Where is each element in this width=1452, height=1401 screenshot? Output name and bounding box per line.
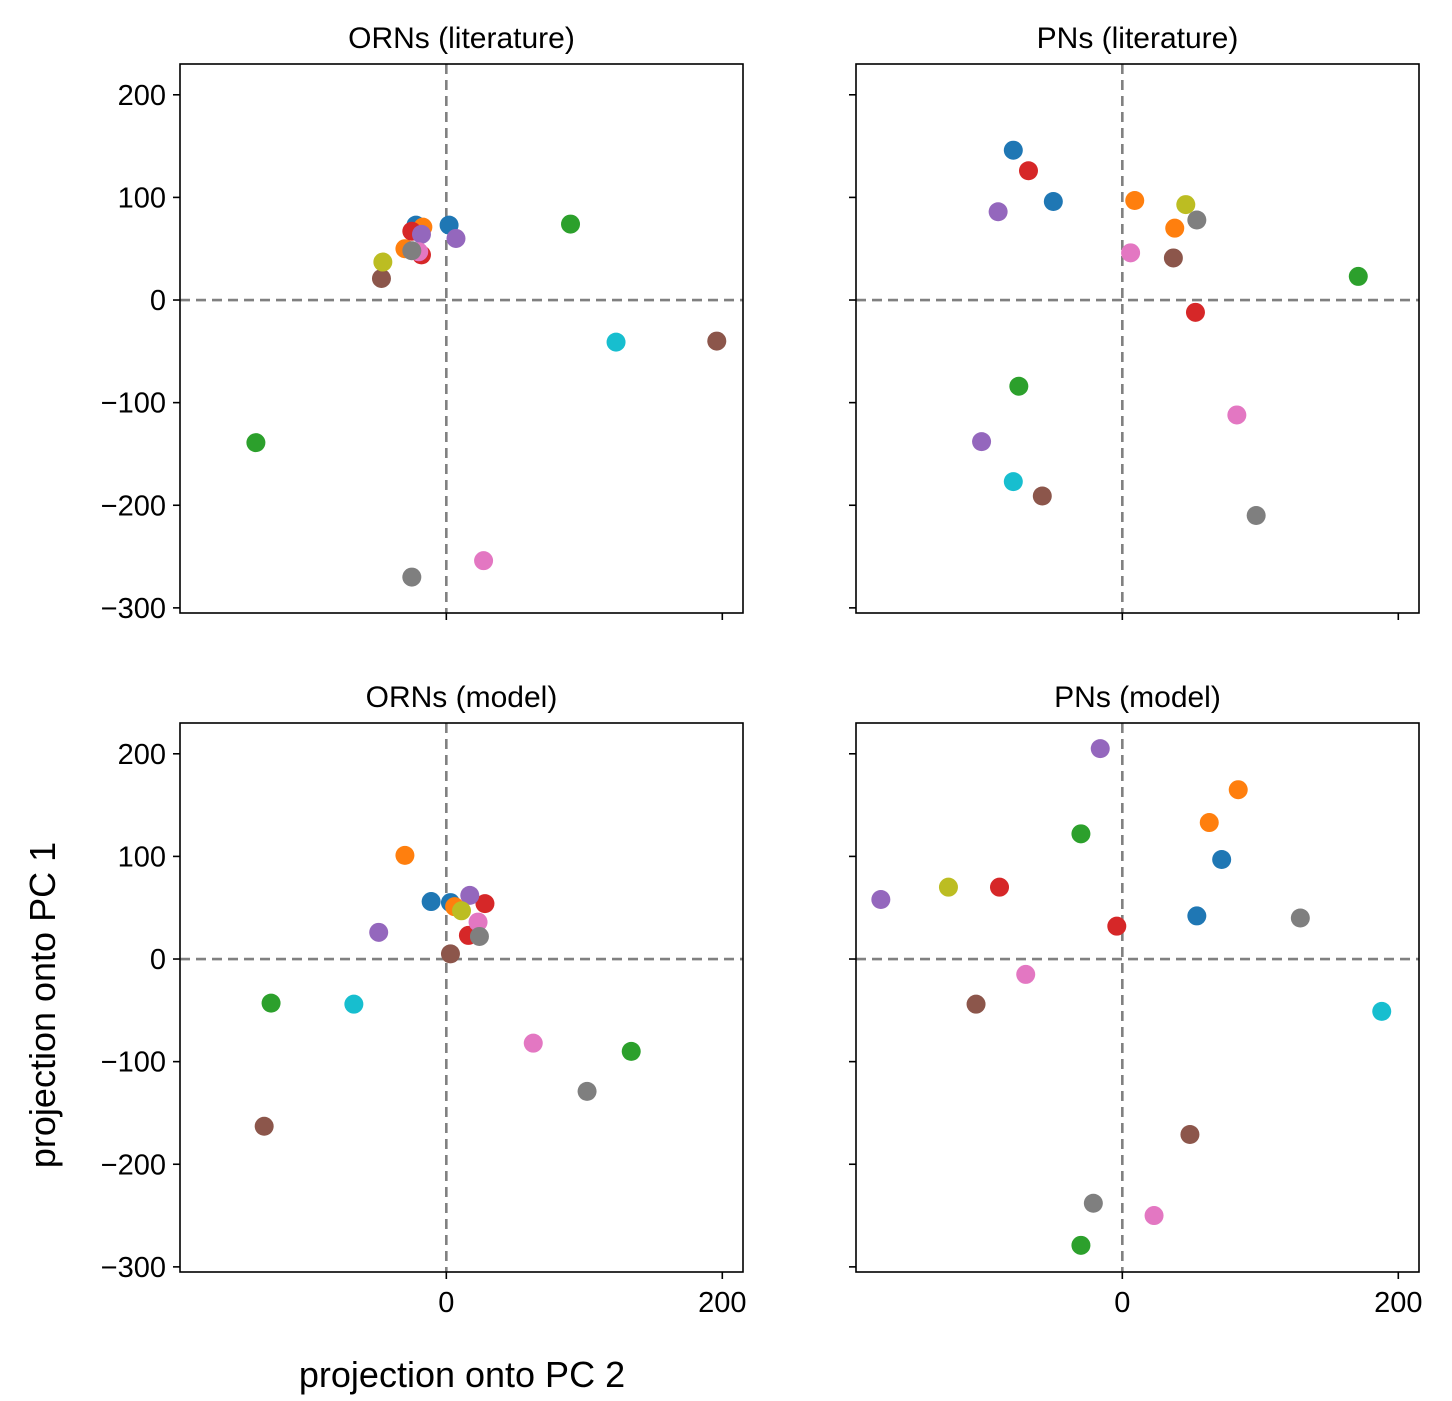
data-point — [561, 214, 581, 234]
data-point — [1083, 1193, 1103, 1213]
data-point — [446, 228, 466, 248]
data-point — [621, 1041, 641, 1061]
data-point — [440, 944, 460, 964]
data-point — [1227, 405, 1247, 425]
data-point — [988, 202, 1008, 222]
data-point — [938, 877, 958, 897]
data-point — [966, 994, 986, 1014]
y-tick-label: 0 — [150, 944, 166, 976]
data-point — [1003, 140, 1023, 160]
plot-frame — [179, 722, 744, 1273]
data-point — [371, 268, 391, 288]
data-point — [1125, 190, 1145, 210]
data-point — [246, 433, 266, 453]
chart-panel-4: PNs (model) 0 200 — [849, 681, 1422, 1319]
data-point — [1107, 916, 1127, 936]
data-point — [1043, 192, 1063, 212]
y-tick-label: 200 — [118, 739, 166, 771]
y-tick-label: 100 — [118, 182, 166, 214]
panel-title: PNs (literature) — [1037, 22, 1239, 55]
data-point — [871, 890, 891, 910]
y-axis-label: projection onto PC 1 — [22, 842, 63, 1168]
data-point — [1165, 218, 1185, 238]
data-point — [1009, 376, 1029, 396]
data-point — [1212, 849, 1232, 869]
data-point — [373, 252, 393, 272]
data-point — [254, 1116, 274, 1136]
data-point — [411, 224, 431, 244]
chart-panel-2: PNs (literature) — [849, 22, 1420, 620]
data-point — [1071, 824, 1091, 844]
data-point — [1090, 739, 1110, 759]
data-point — [1372, 1001, 1392, 1021]
data-point — [468, 912, 488, 932]
x-axis-label: projection onto PC 2 — [299, 1354, 625, 1395]
data-point — [395, 845, 415, 865]
y-tick-label: −300 — [101, 1252, 166, 1284]
y-tick-label: 200 — [118, 80, 166, 112]
data-point — [369, 922, 389, 942]
y-tick-label: −200 — [101, 490, 166, 522]
x-tick-label: 200 — [698, 1287, 746, 1319]
data-point — [474, 551, 494, 571]
data-point — [261, 993, 281, 1013]
data-point — [1121, 243, 1141, 263]
y-tick-label: −200 — [101, 1149, 166, 1181]
chart-panel-3: ORNs (model) −300 −200 −100 0 100 200 0 200 — [101, 681, 747, 1319]
chart-panel-1: ORNs (literature) −300 −200 −100 0 100 200 — [101, 22, 744, 625]
x-tick-label: 0 — [1114, 1287, 1130, 1319]
data-point — [1144, 1206, 1164, 1226]
data-point — [1290, 908, 1310, 928]
data-point — [1163, 248, 1183, 268]
data-point — [1071, 1235, 1091, 1255]
data-point — [990, 877, 1010, 897]
data-point — [1348, 266, 1368, 286]
data-point — [402, 241, 422, 261]
data-point — [1016, 964, 1036, 984]
data-point — [1185, 302, 1205, 322]
data-point — [469, 926, 489, 946]
data-point — [1018, 161, 1038, 181]
panel-title: PNs (model) — [1054, 681, 1221, 714]
data-point — [523, 1033, 543, 1053]
data-point — [421, 892, 441, 912]
panel-title: ORNs (literature) — [348, 22, 575, 55]
data-point — [1180, 1124, 1200, 1144]
data-point — [1187, 210, 1207, 230]
data-point — [452, 901, 471, 921]
data-point — [1246, 506, 1266, 526]
y-tick-label: 100 — [118, 841, 166, 873]
data-point — [402, 567, 422, 587]
data-point — [1176, 195, 1196, 215]
data-point — [475, 894, 495, 914]
x-tick-label: 200 — [1374, 1287, 1422, 1319]
data-point — [344, 994, 364, 1014]
y-tick-label: −100 — [101, 1047, 166, 1079]
data-point — [577, 1081, 597, 1101]
y-tick-label: 0 — [150, 285, 166, 317]
data-point — [1228, 780, 1248, 800]
x-tick-label: 0 — [438, 1287, 454, 1319]
y-tick-label: −300 — [101, 593, 166, 625]
plot-frame — [179, 63, 744, 614]
plot-frame — [855, 722, 1420, 1273]
data-point — [1032, 486, 1052, 506]
y-tick-label: −100 — [101, 388, 166, 420]
data-point — [972, 432, 992, 452]
data-point — [707, 331, 727, 351]
panel-title: ORNs (model) — [366, 681, 558, 714]
data-point — [1199, 813, 1219, 833]
data-point — [460, 885, 480, 905]
data-point — [1187, 906, 1207, 926]
plot-frame — [855, 63, 1420, 614]
data-point — [606, 332, 626, 352]
data-point — [1003, 472, 1023, 492]
